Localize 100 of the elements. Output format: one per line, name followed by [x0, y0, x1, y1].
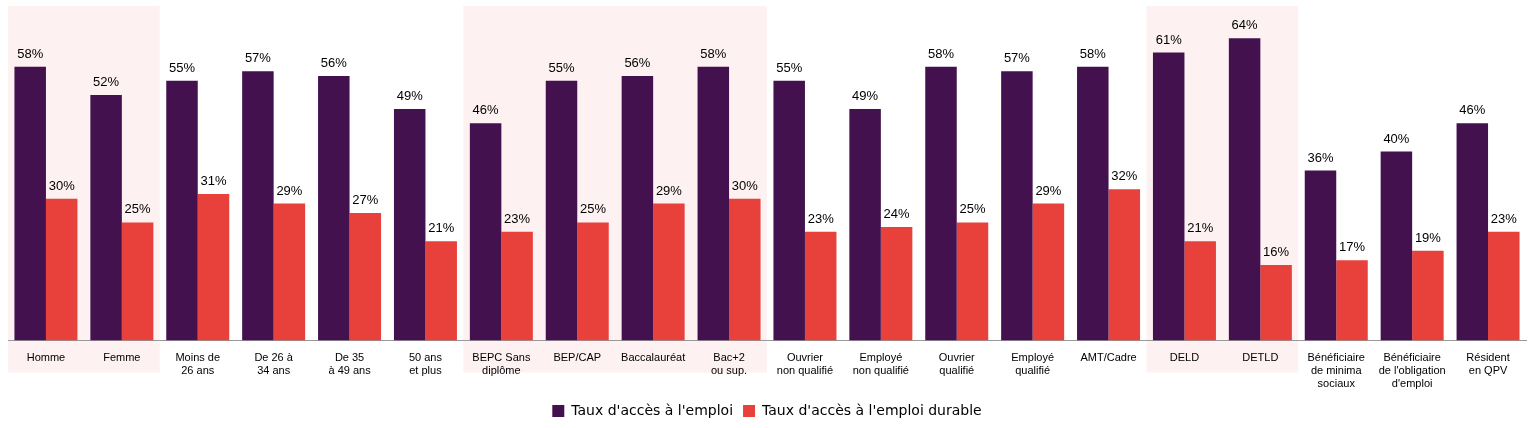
bar: [318, 76, 350, 341]
x-tick-label: Femme: [103, 351, 141, 364]
data-label: 55%: [168, 59, 196, 75]
data-label: 17%: [1338, 239, 1366, 255]
bar: [1001, 71, 1033, 341]
data-label: 21%: [428, 220, 455, 236]
data-label: 56%: [320, 55, 348, 71]
data-label: 55%: [548, 59, 575, 75]
legend-label: Taux d'accès à l'emploi durable: [761, 401, 982, 418]
bar: [1077, 66, 1109, 341]
bar: [90, 94, 122, 341]
data-label: 46%: [472, 102, 500, 118]
bar: [469, 123, 502, 341]
data-label: 27%: [352, 192, 379, 208]
data-label: 57%: [1003, 50, 1031, 66]
data-label: 56%: [624, 55, 651, 71]
data-label: 29%: [655, 182, 683, 198]
x-tick-label: Moins de 26 ans: [175, 351, 221, 377]
data-label: 29%: [1035, 182, 1062, 198]
bar: [849, 109, 881, 341]
x-tick-label: Résident en QPV: [1466, 351, 1510, 377]
x-tick-label: DETLD: [1242, 351, 1279, 364]
x-tick-label: Bénéficiaire de minima sociaux: [1307, 351, 1365, 390]
bar: [1108, 189, 1141, 341]
bar: [1032, 203, 1065, 341]
bar: [1304, 170, 1337, 341]
data-label: 52%: [93, 74, 120, 90]
bar: [45, 198, 78, 341]
bar: [1228, 38, 1261, 341]
bar: [166, 80, 198, 341]
data-label: 19%: [1414, 229, 1442, 245]
x-tick-label: De 26 à 34 ans: [254, 351, 294, 377]
data-label: 40%: [1383, 130, 1410, 146]
legend-label: Taux d'accès à l'emploi: [570, 401, 734, 418]
bar: [393, 109, 426, 341]
data-label: 23%: [504, 210, 531, 226]
x-tick-label: AMT/Cadre: [1080, 351, 1137, 364]
x-tick-label: Employé qualifié: [1011, 351, 1055, 377]
data-label: 16%: [1263, 243, 1290, 259]
x-tick-label: Employé non qualifié: [852, 351, 909, 377]
bar: [1412, 250, 1444, 341]
bar: [501, 231, 533, 341]
bar: [653, 203, 685, 341]
bar: [14, 66, 46, 341]
data-label: 55%: [776, 59, 803, 75]
bar: [621, 76, 654, 341]
bar: [1380, 151, 1413, 341]
data-label: 61%: [1155, 31, 1183, 47]
bar: [804, 231, 837, 341]
bar: [545, 80, 578, 341]
x-tick-label: Bac+2 ou sup.: [711, 351, 748, 377]
data-label: 30%: [731, 177, 759, 193]
x-tick-label: DELD: [1169, 351, 1200, 364]
bar: [121, 222, 154, 341]
data-label: 21%: [1187, 220, 1214, 236]
bar: [349, 212, 382, 341]
x-tick-label: Ouvrier qualifié: [938, 351, 976, 377]
x-tick-label: 50 ans et plus: [408, 351, 443, 377]
bar: [425, 241, 457, 341]
bar: [1456, 123, 1489, 341]
data-label: 49%: [852, 88, 879, 104]
bar: [577, 222, 609, 341]
data-label: 58%: [17, 45, 44, 61]
data-label: 58%: [1079, 45, 1107, 61]
bar: [925, 66, 957, 341]
bar: [197, 194, 230, 341]
x-tick-label: De 35 à 49 ans: [328, 351, 372, 377]
x-tick-label: Baccalauréat: [621, 351, 686, 364]
data-label: 49%: [396, 88, 424, 104]
data-label: 46%: [1459, 102, 1486, 118]
x-tick-label: BEP/CAP: [553, 351, 602, 364]
data-label: 32%: [1111, 168, 1138, 184]
data-label: 25%: [124, 201, 152, 217]
x-tick-label: Ouvrier non qualifié: [776, 351, 834, 377]
bar: [1184, 241, 1216, 341]
data-label: 31%: [200, 173, 227, 189]
data-label: 23%: [807, 210, 835, 226]
bar: [1152, 52, 1185, 341]
data-label: 30%: [48, 177, 76, 193]
data-label: 64%: [1231, 17, 1259, 33]
data-label: 57%: [244, 50, 272, 66]
x-tick-label: Bénéficiaire de l'obligation d'emploi: [1378, 351, 1446, 390]
bar: [273, 203, 306, 341]
bar: [773, 80, 805, 341]
data-label: 23%: [1490, 210, 1518, 226]
data-label: 29%: [276, 182, 303, 198]
bar: [956, 222, 989, 341]
data-label: 24%: [883, 206, 911, 222]
x-tick-label: BEPC Sans diplôme: [472, 351, 531, 377]
bar: [880, 227, 913, 341]
bar: [1488, 231, 1520, 341]
bar: [697, 66, 730, 341]
data-label: 58%: [927, 45, 955, 61]
data-label: 58%: [700, 45, 727, 61]
bar: [1260, 264, 1292, 341]
bar: [242, 71, 274, 341]
data-label: 25%: [579, 201, 607, 217]
bar: [729, 198, 761, 341]
data-label: 25%: [959, 201, 986, 217]
data-label: 36%: [1307, 149, 1334, 165]
